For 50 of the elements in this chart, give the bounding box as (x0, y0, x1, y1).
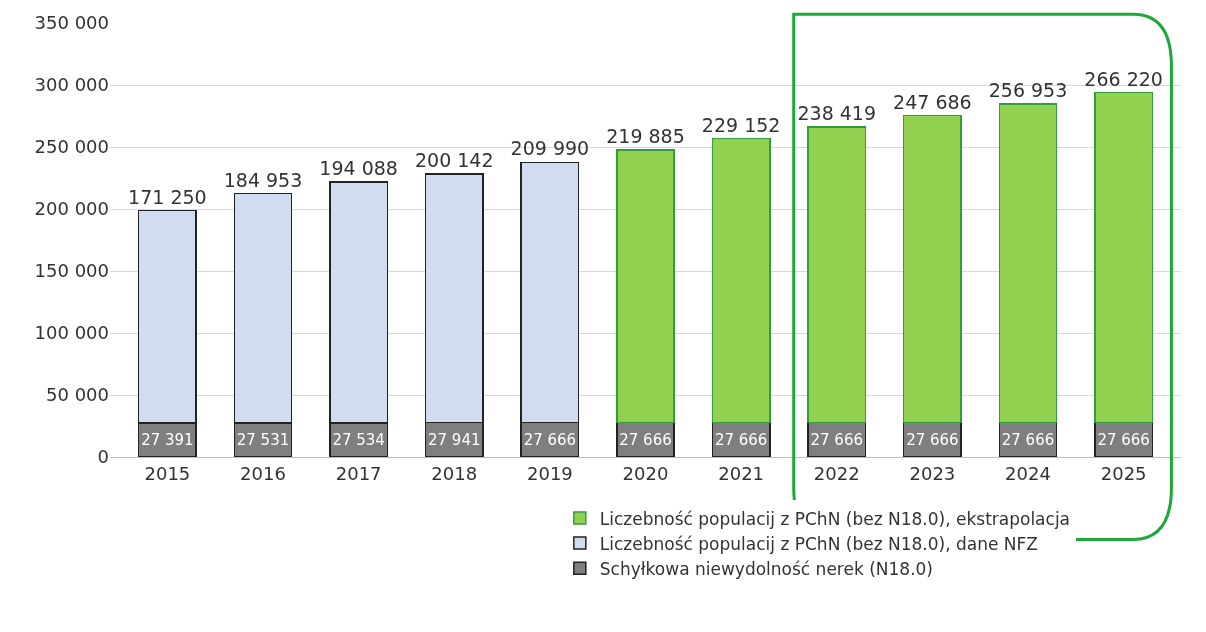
y-tick-label: 350 000 (34, 12, 109, 34)
data-label: 27 941 (428, 430, 481, 449)
data-label: 27 391 (141, 431, 194, 450)
y-tick-label: 0 (97, 446, 109, 468)
data-label: 247 686 (893, 90, 972, 113)
y-tick-label: 100 000 (34, 322, 109, 344)
data-label: 27 531 (236, 430, 290, 449)
bar (902, 114, 962, 424)
data-label: 266 220 (1084, 67, 1163, 90)
data-label: 27 666 (1001, 430, 1055, 449)
bar (711, 137, 771, 424)
data-label: 229 152 (701, 113, 781, 136)
y-tick-label: 300 000 (34, 74, 109, 96)
x-tick-label: 2021 (718, 462, 765, 484)
data-label: 209 990 (510, 137, 590, 160)
data-label: 27 534 (332, 430, 385, 449)
data-label: 27 666 (714, 430, 768, 449)
data-label: 194 088 (319, 157, 398, 180)
x-tick-label: 2020 (622, 462, 669, 484)
data-label: 27 666 (619, 430, 672, 449)
x-tick-label: 2015 (144, 462, 191, 484)
x-tick-label: 2018 (431, 462, 478, 484)
y-tick-label: 200 000 (34, 198, 109, 220)
data-label: 238 419 (797, 102, 877, 125)
bar (807, 126, 867, 424)
x-tick-label: 2019 (526, 462, 573, 484)
data-label: 27 666 (1097, 430, 1150, 449)
y-tick-label: 250 000 (34, 136, 109, 158)
data-label: 27 666 (810, 430, 863, 449)
bar (1094, 91, 1154, 424)
x-tick-label: 2023 (909, 462, 956, 484)
y-tick-label: 150 000 (34, 260, 109, 282)
data-label: 171 250 (128, 185, 207, 208)
data-label: 27 666 (523, 430, 577, 449)
data-label: 200 142 (414, 149, 494, 172)
x-tick-label: 2024 (1005, 462, 1051, 484)
x-tick-label: 2016 (240, 462, 286, 484)
x-tick-label: 2022 (813, 462, 860, 484)
legend-label: Liczebność populacij z PChN (bez N18.0), ekstrapolacja (599, 508, 1071, 529)
legend-label: Liczebność populacij z PChN (bez N18.0), dane NFZ (599, 533, 1038, 554)
legend-label: Schyłkowa niewydolność nerek (N18.0) (599, 558, 934, 579)
data-label: 219 885 (606, 125, 685, 148)
x-tick-label: 2025 (1100, 462, 1147, 484)
x-tick-label: 2017 (335, 462, 382, 484)
y-tick-label: 50 000 (46, 384, 109, 406)
bar (998, 103, 1058, 424)
bar (616, 149, 675, 424)
data-label: 27 666 (906, 430, 959, 449)
data-label: 184 953 (223, 168, 303, 191)
data-label: 256 953 (988, 79, 1068, 102)
